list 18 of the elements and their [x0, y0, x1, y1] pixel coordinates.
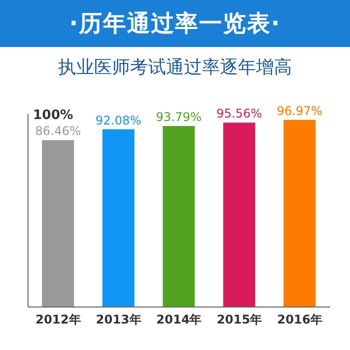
data-label: 95.56%: [216, 106, 262, 121]
x-tick-label: 2014年: [156, 312, 202, 327]
bar: [223, 122, 256, 307]
x-tick-label: 2013年: [96, 312, 142, 327]
data-label: 86.46%: [35, 124, 81, 138]
data-label: 93.79%: [156, 110, 202, 124]
bar: [42, 140, 74, 307]
bar: [162, 126, 195, 307]
chart-subtitle: 执业医师考试通过率逐年增高: [57, 56, 293, 80]
chart-title: ·历年通过率一览表·: [0, 0, 350, 47]
x-tick-label: 2015年: [216, 312, 262, 327]
bar: [284, 120, 316, 307]
data-label: 92.08%: [96, 113, 142, 128]
annotation: 100%: [33, 108, 74, 123]
x-tick-label: 2012年: [35, 312, 81, 327]
data-label: 96.97%: [276, 104, 322, 118]
x-tick-label: 2016年: [277, 312, 323, 327]
bar: [102, 129, 134, 307]
